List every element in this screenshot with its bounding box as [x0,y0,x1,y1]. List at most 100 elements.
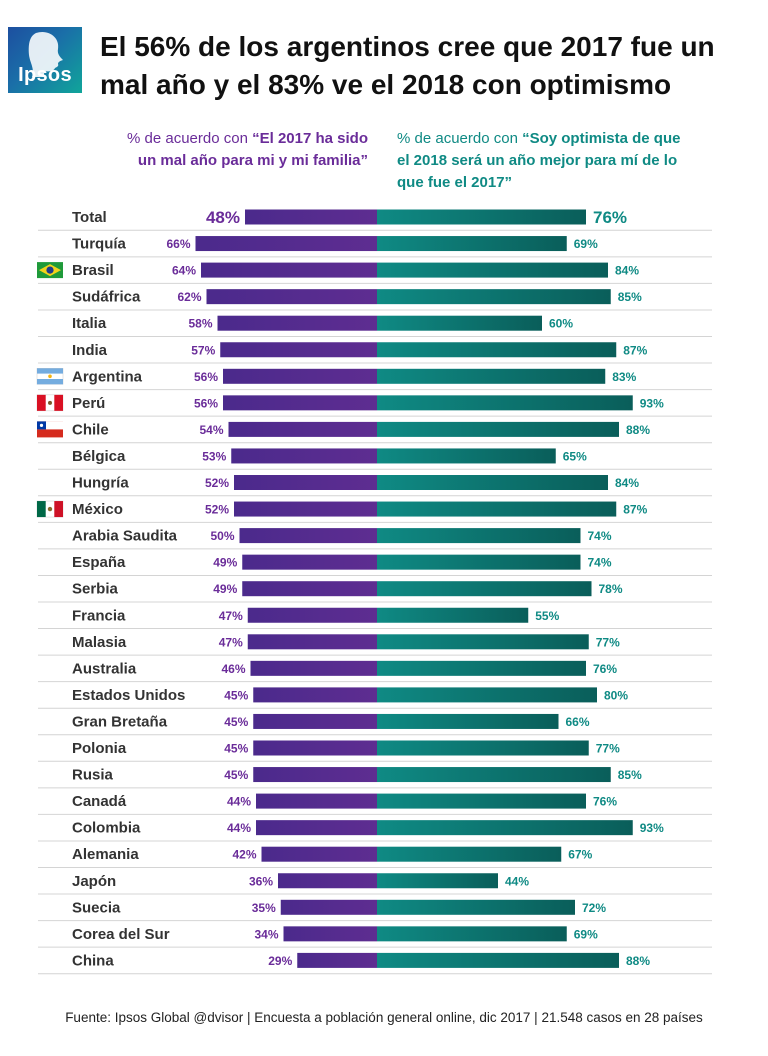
right-bar [377,421,619,437]
left-bar [280,899,377,915]
left-value-label: 62% [177,290,201,304]
brazil-flag-icon [37,262,63,279]
left-bar [253,713,377,729]
country-row: Brasil 64% 84% [37,262,712,284]
left-value-label: 48% [206,208,240,227]
country-label: Perú [72,395,105,412]
right-bar [377,926,567,942]
right-value-label: 44% [505,874,529,888]
right-value-label: 55% [535,609,559,623]
left-bar [231,448,377,464]
country-label: Francia [72,607,126,624]
country-row: India 57% 87% [38,342,712,364]
country-label: Bélgica [72,448,126,465]
country-row: México 52% 87% [36,500,712,523]
country-row: Francia 47% 55% [38,607,712,630]
left-value-label: 57% [191,343,215,357]
right-bar [377,475,608,490]
right-header-quote: “Soy optimista de que el 2018 será un añ… [397,130,681,191]
left-bar [283,926,377,942]
right-value-label: 80% [604,688,628,702]
right-value-label: 66% [566,715,590,729]
left-bar [253,740,377,756]
left-value-label: 45% [224,688,248,702]
right-value-label: 93% [640,396,664,410]
diverging-bar-chart: Total 48% 76% Turquía 66% 69% Brasil 64% 84% Sudá… [36,208,712,975]
ipsos-logo: Ipsos [8,27,82,93]
left-bar [228,421,377,437]
flag-white-band [37,421,63,430]
left-value-label: 66% [166,237,190,251]
right-bar [377,581,592,597]
right-value-label: 88% [626,423,650,437]
right-bar [377,634,589,650]
left-bar [242,554,377,570]
right-value-label: 85% [618,290,642,304]
country-row: Japón 36% 44% [38,873,712,895]
logo-text: Ipsos [18,64,72,86]
country-row: Hungría 52% 84% [38,475,712,497]
left-bar [217,315,377,331]
right-value-label: 74% [588,529,612,543]
right-bar [377,262,608,278]
left-value-label: 36% [249,874,273,888]
flag-stripe-top [37,368,63,374]
left-bar [239,528,377,544]
country-label: Polonia [72,740,127,757]
country-label: Estados Unidos [72,687,185,704]
right-value-label: 60% [549,317,573,331]
country-label: Brasil [72,262,114,279]
right-bar [377,528,581,544]
country-label: Turquía [72,236,127,253]
left-bar [195,236,377,252]
country-row: Rusia 45% 85% [38,767,712,789]
right-value-label: 87% [623,343,647,357]
right-value-label: 84% [615,476,639,490]
left-value-label: 45% [224,742,248,756]
left-value-label: 46% [221,662,245,676]
peru-flag-icon [36,394,64,412]
left-value-label: 54% [199,423,223,437]
right-bar [377,554,581,570]
left-series-header: % de acuerdo con “El 2017 ha sido un mal… [108,128,368,172]
flag-stripe-bottom [37,379,63,385]
right-bar [377,342,617,358]
right-value-label: 69% [574,927,598,941]
flag-star [39,423,44,427]
country-label: Canadá [72,793,127,810]
right-value-label: 76% [593,208,627,227]
left-value-label: 56% [194,370,218,384]
country-label: Italia [72,315,107,332]
country-label: Gran Bretaña [72,713,168,730]
left-bar [223,395,377,411]
right-bar [377,448,556,464]
country-row: China 29% 88% [38,952,712,975]
flag-stripe-left [37,501,46,518]
country-row: Arabia Saudita 50% 74% [38,528,712,550]
right-bar [377,740,589,756]
country-label: Rusia [72,767,114,784]
country-label: Total [72,209,107,226]
right-bar [377,368,606,384]
right-value-label: 83% [612,370,636,384]
left-value-label: 34% [254,927,278,941]
country-label: Malasia [72,634,127,651]
flag-emblem [47,506,53,512]
country-row: Gran Bretaña 45% 66% [38,713,712,736]
right-bar [377,289,611,305]
country-label: Corea del Sur [72,926,170,943]
left-bar [242,581,377,597]
total-row: Total 48% 76% [38,208,712,231]
right-bar [377,687,597,703]
left-value-label: 58% [188,317,212,331]
country-row: Alemania 42% 67% [38,846,712,868]
country-label: Argentina [72,368,143,385]
left-bar [250,660,377,676]
right-value-label: 72% [582,901,606,915]
country-row: Italia 58% 60% [38,315,712,337]
left-bar [245,209,377,225]
right-bar [377,713,559,729]
right-bar [377,501,617,517]
right-value-label: 88% [626,954,650,968]
right-bar [377,209,586,225]
